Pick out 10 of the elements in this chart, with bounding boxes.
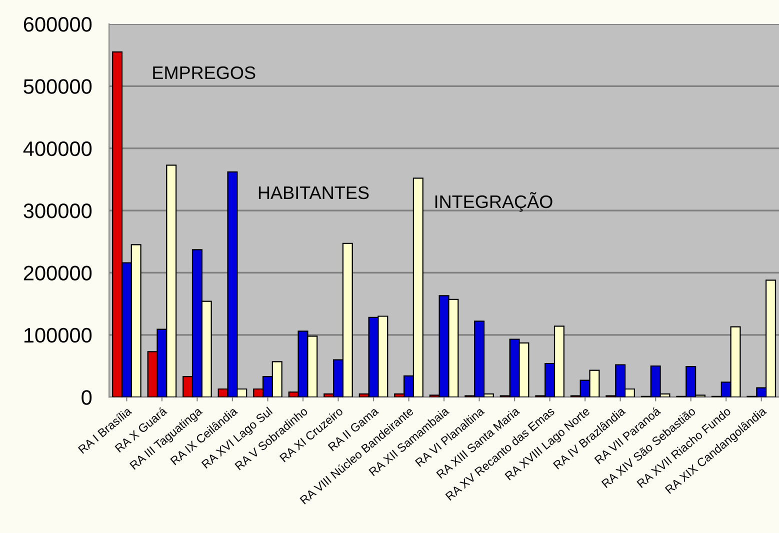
y-tick-label: 100000 [24, 328, 92, 343]
y-tick-label: 300000 [24, 204, 92, 218]
y-tick-label: 500000 [24, 79, 92, 94]
y-tick-label: 200000 [24, 266, 92, 280]
annotation: EMPREGOS [153, 66, 256, 80]
annotation: HABITANTES [258, 186, 369, 200]
y-tick-label: 400000 [23, 141, 92, 156]
annotation: INTEGRAÇÃO [435, 192, 552, 212]
y-tick-label: 600000 [24, 16, 92, 32]
y-tick-label: 0 [82, 390, 92, 405]
